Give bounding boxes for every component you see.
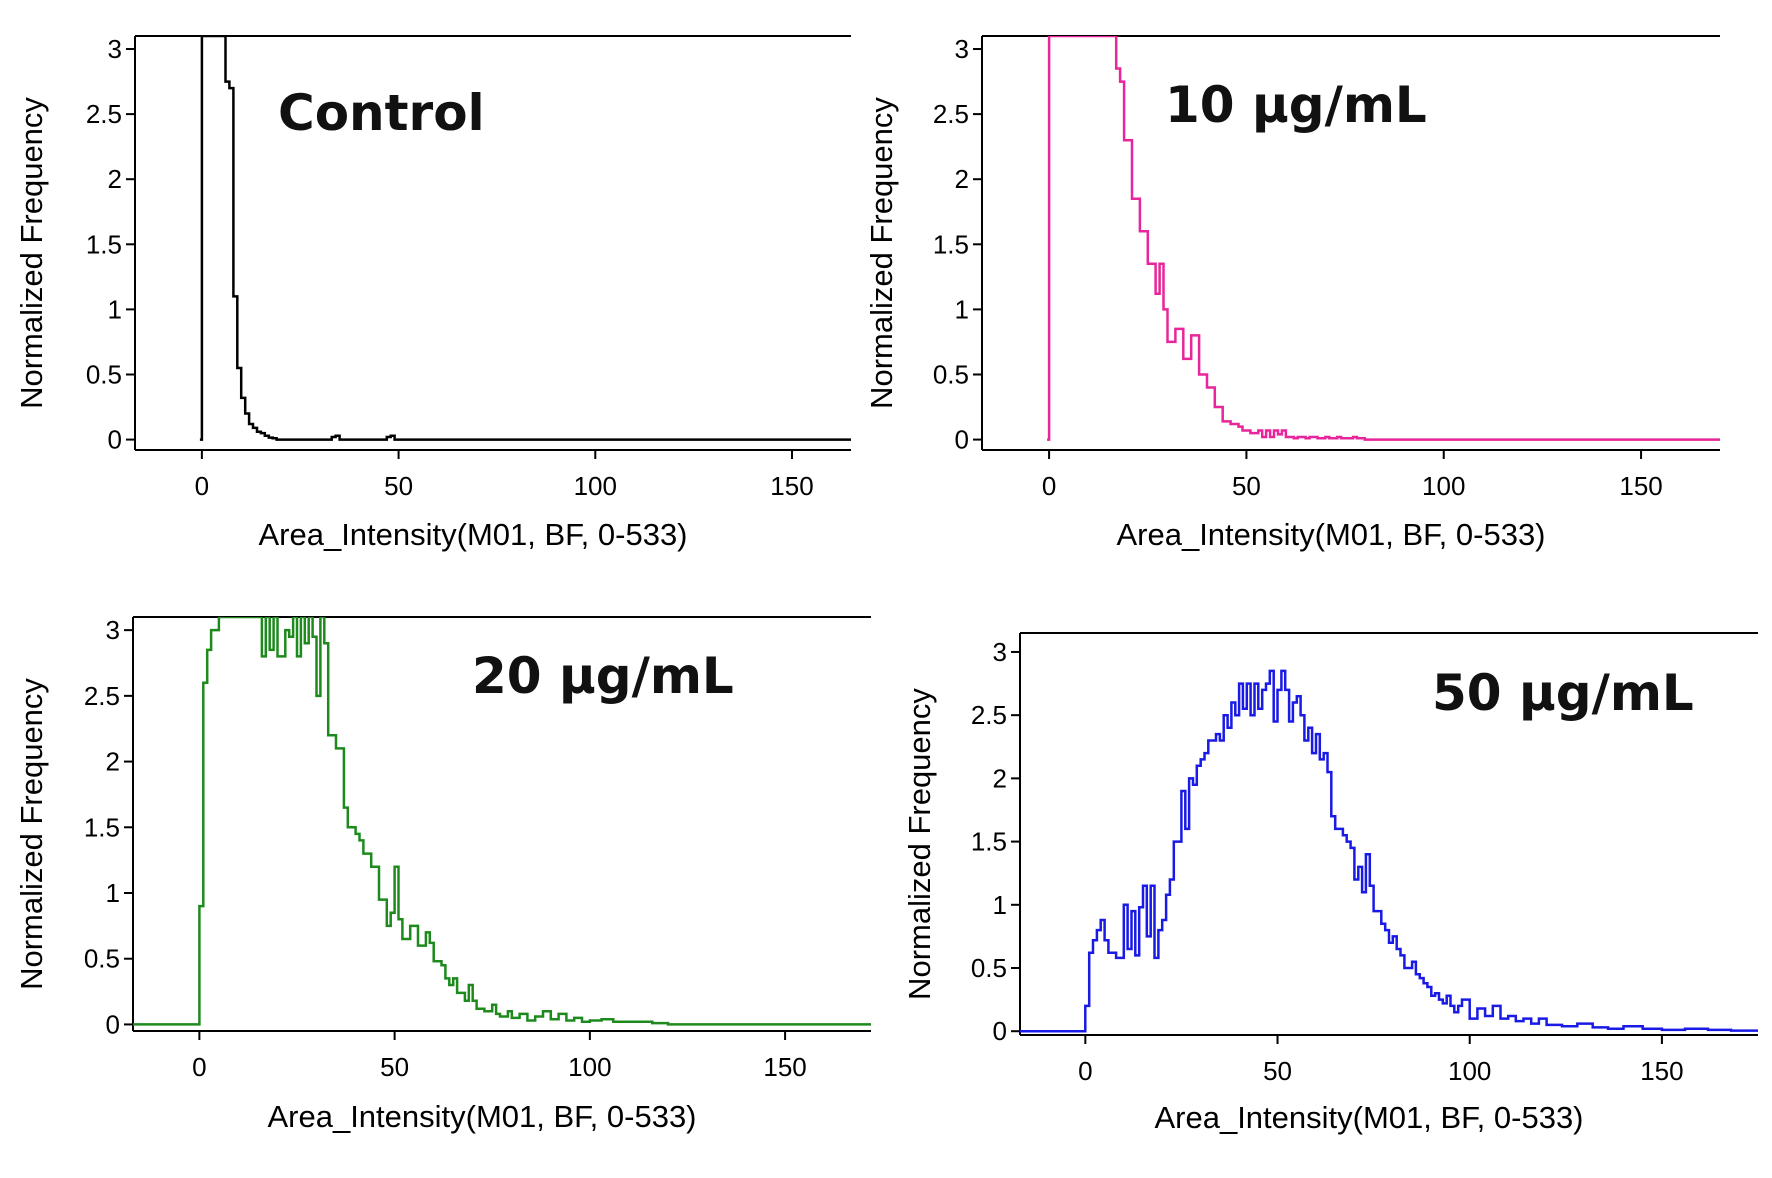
chart-panel: 0 0.5 1 1.5 2 2.5 3 0 50 100 150 Control Area_Intens…	[14, 34, 851, 552]
y-tick-label: 0.5	[933, 359, 969, 389]
y-tick-label: 1.5	[84, 812, 120, 842]
histogram-series-line	[133, 617, 871, 1026]
y-tick-label: 0.5	[971, 953, 1007, 983]
y-tick-label: 0	[955, 425, 969, 455]
y-tick-label: 2.5	[84, 681, 120, 711]
y-tick-label: 0.5	[84, 944, 120, 974]
y-axis-label: Normalized Frequency	[14, 678, 49, 990]
histogram-series-line	[1047, 36, 1720, 441]
y-tick-label: 1	[106, 878, 120, 908]
x-axis-label: Area_Intensity(M01, BF, 0-533)	[267, 1099, 696, 1134]
y-tick-label: 0	[108, 425, 122, 455]
y-axis-label: Normalized Frequency	[864, 97, 899, 409]
histogram-series-line	[199, 36, 851, 441]
y-tick-label: 3	[955, 34, 969, 64]
y-tick-label: 1.5	[86, 229, 122, 259]
y-tick-label: 1	[993, 890, 1007, 920]
x-axis-label: Area_Intensity(M01, BF, 0-533)	[258, 517, 687, 552]
y-tick-label: 3	[993, 637, 1007, 667]
y-tick-label: 2	[106, 747, 120, 777]
y-tick-label: 2	[993, 763, 1007, 793]
y-tick-label: 1	[108, 294, 122, 324]
x-tick-label: 50	[384, 471, 413, 501]
x-tick-label: 100	[1448, 1056, 1491, 1086]
y-axis-label: Normalized Frequency	[902, 688, 937, 1000]
x-tick-label: 100	[568, 1052, 611, 1082]
x-tick-label: 150	[1619, 471, 1662, 501]
y-axis-label: Normalized Frequency	[14, 97, 49, 409]
y-tick-label: 2	[108, 164, 122, 194]
y-tick-label: 0	[993, 1016, 1007, 1046]
y-tick-label: 1	[955, 294, 969, 324]
x-tick-label: 0	[195, 471, 209, 501]
chart-panel: 0 0.5 1 1.5 2 2.5 3 0 50 100 150 20 µg/mL Area_Inten…	[14, 615, 871, 1134]
y-tick-label: 3	[108, 34, 122, 64]
x-tick-label: 150	[763, 1052, 806, 1082]
chart-panel: 0 0.5 1 1.5 2 2.5 3 0 50 100 150 10 µg/mL Area_Inten…	[864, 34, 1720, 552]
y-tick-label: 0.5	[86, 359, 122, 389]
x-tick-label: 50	[1263, 1056, 1292, 1086]
x-tick-label: 150	[1640, 1056, 1683, 1086]
x-tick-label: 0	[1078, 1056, 1092, 1086]
y-tick-label: 1.5	[933, 229, 969, 259]
chart-title: 10 µg/mL	[1165, 76, 1427, 134]
chart-title: 50 µg/mL	[1432, 664, 1694, 722]
y-tick-label: 3	[106, 615, 120, 645]
y-tick-label: 2	[955, 164, 969, 194]
histogram-series-line	[1020, 669, 1758, 1033]
x-axis-label: Area_Intensity(M01, BF, 0-533)	[1154, 1100, 1583, 1135]
x-tick-label: 0	[1042, 471, 1056, 501]
y-tick-label: 2.5	[86, 99, 122, 129]
x-tick-label: 150	[770, 471, 813, 501]
x-tick-label: 50	[1232, 471, 1261, 501]
x-axis-label: Area_Intensity(M01, BF, 0-533)	[1116, 517, 1545, 552]
y-tick-label: 0	[106, 1009, 120, 1039]
x-tick-label: 50	[380, 1052, 409, 1082]
y-tick-label: 2.5	[933, 99, 969, 129]
x-tick-label: 100	[574, 471, 617, 501]
y-tick-label: 2.5	[971, 700, 1007, 730]
y-tick-label: 1.5	[971, 827, 1007, 857]
chart-title: Control	[278, 84, 485, 142]
chart-title: 20 µg/mL	[472, 647, 734, 705]
x-tick-label: 0	[192, 1052, 206, 1082]
chart-panel: 0 0.5 1 1.5 2 2.5 3 0 50 100 150 50 µg/mL Area_Inten…	[902, 632, 1758, 1135]
x-tick-label: 100	[1422, 471, 1465, 501]
